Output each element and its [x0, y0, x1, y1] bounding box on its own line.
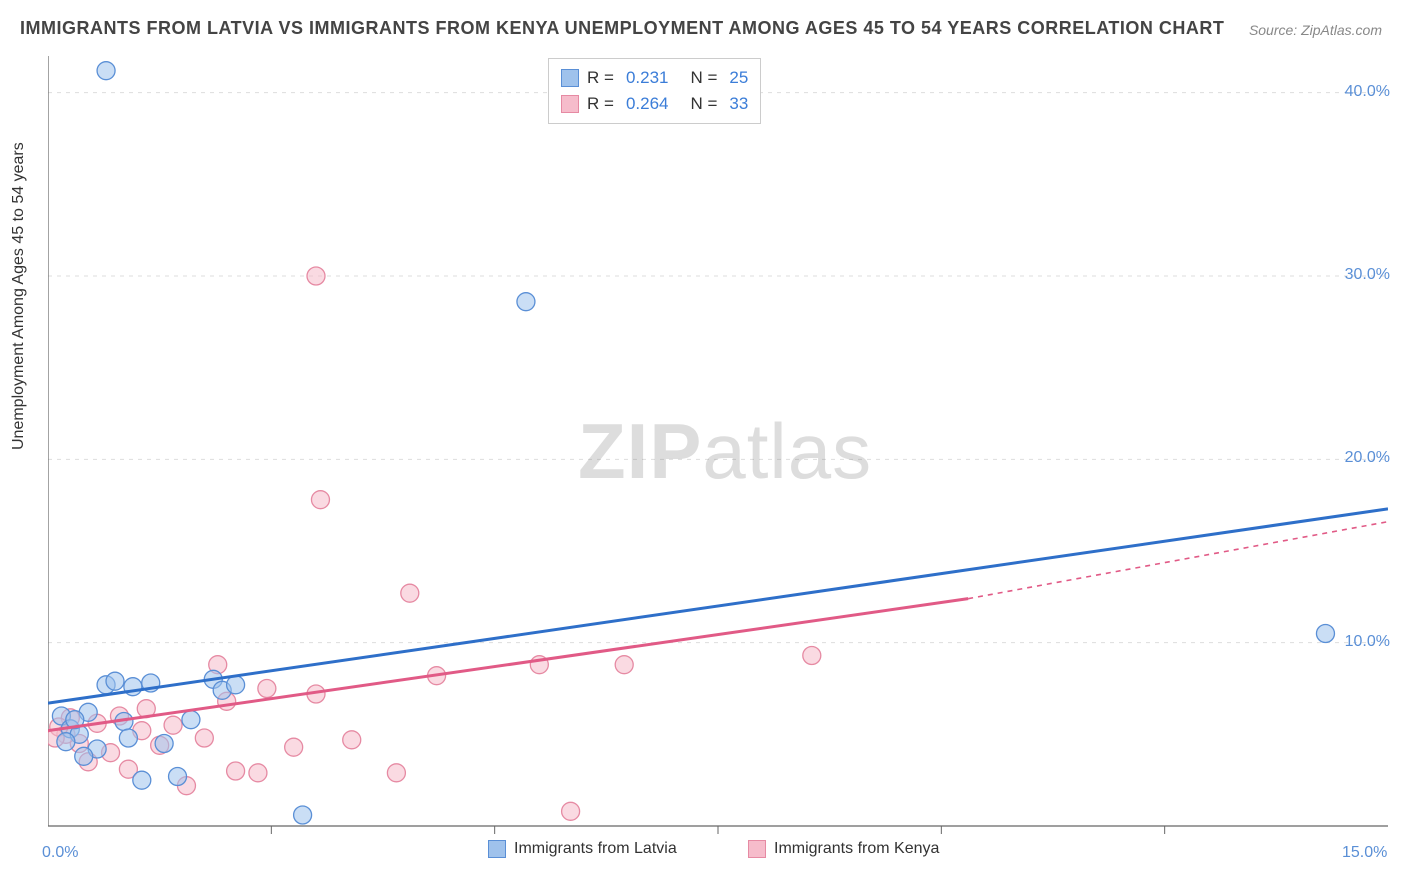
- chart-area: ZIPatlas R = 0.231 N = 25 R = 0.264 N = …: [48, 56, 1388, 876]
- r-label: R =: [587, 91, 614, 117]
- swatch-latvia: [488, 840, 506, 858]
- xtick-label-left: 0.0%: [42, 844, 78, 862]
- series-label-latvia: Immigrants from Latvia: [514, 840, 677, 858]
- source-label: Source: ZipAtlas.com: [1249, 22, 1382, 38]
- swatch-kenya: [748, 840, 766, 858]
- n-label: N =: [690, 91, 717, 117]
- r-value-latvia: 0.231: [626, 65, 669, 91]
- series-label-kenya: Immigrants from Kenya: [774, 840, 939, 858]
- ytick-label: 10.0%: [1345, 633, 1390, 651]
- bottom-legend-kenya: Immigrants from Kenya: [748, 840, 939, 858]
- swatch-kenya: [561, 95, 579, 113]
- y-axis-label: Unemployment Among Ages 45 to 54 years: [10, 142, 28, 450]
- xtick-label-right: 15.0%: [1342, 844, 1387, 862]
- r-value-kenya: 0.264: [626, 91, 669, 117]
- bottom-legend-latvia: Immigrants from Latvia: [488, 840, 677, 858]
- n-label: N =: [690, 65, 717, 91]
- ytick-label: 30.0%: [1345, 266, 1390, 284]
- correlation-legend: R = 0.231 N = 25 R = 0.264 N = 33: [548, 58, 761, 124]
- legend-row-latvia: R = 0.231 N = 25: [561, 65, 748, 91]
- chart-title: IMMIGRANTS FROM LATVIA VS IMMIGRANTS FRO…: [20, 18, 1224, 39]
- r-label: R =: [587, 65, 614, 91]
- legend-row-kenya: R = 0.264 N = 33: [561, 91, 748, 117]
- swatch-latvia: [561, 69, 579, 87]
- n-value-latvia: 25: [729, 65, 748, 91]
- ytick-label: 20.0%: [1345, 449, 1390, 467]
- n-value-kenya: 33: [729, 91, 748, 117]
- ytick-label: 40.0%: [1345, 83, 1390, 101]
- scatter-chart: [48, 56, 1388, 876]
